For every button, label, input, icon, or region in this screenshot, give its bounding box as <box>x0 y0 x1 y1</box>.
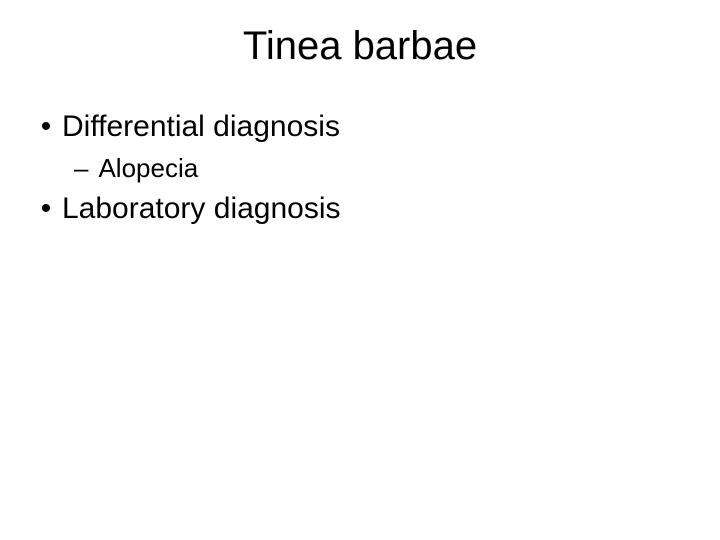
list-item: •Laboratory diagnosis <box>30 187 690 231</box>
bullet-icon: • <box>30 105 62 149</box>
bullet-icon: • <box>30 187 62 231</box>
sub-list-item: –Alopecia <box>74 149 690 187</box>
bullet-list: •Differential diagnosis–Alopecia•Laborat… <box>30 105 690 231</box>
slide-title: Tinea barbae <box>0 24 720 69</box>
list-item: •Differential diagnosis <box>30 105 690 149</box>
list-item-label: Differential diagnosis <box>62 105 340 149</box>
slide-content: •Differential diagnosis–Alopecia•Laborat… <box>0 105 720 231</box>
sub-list: –Alopecia <box>30 149 690 187</box>
dash-icon: – <box>74 149 88 187</box>
slide: Tinea barbae •Differential diagnosis–Alo… <box>0 0 720 540</box>
sub-list-item-label: Alopecia <box>98 149 198 187</box>
list-item-label: Laboratory diagnosis <box>62 187 341 231</box>
